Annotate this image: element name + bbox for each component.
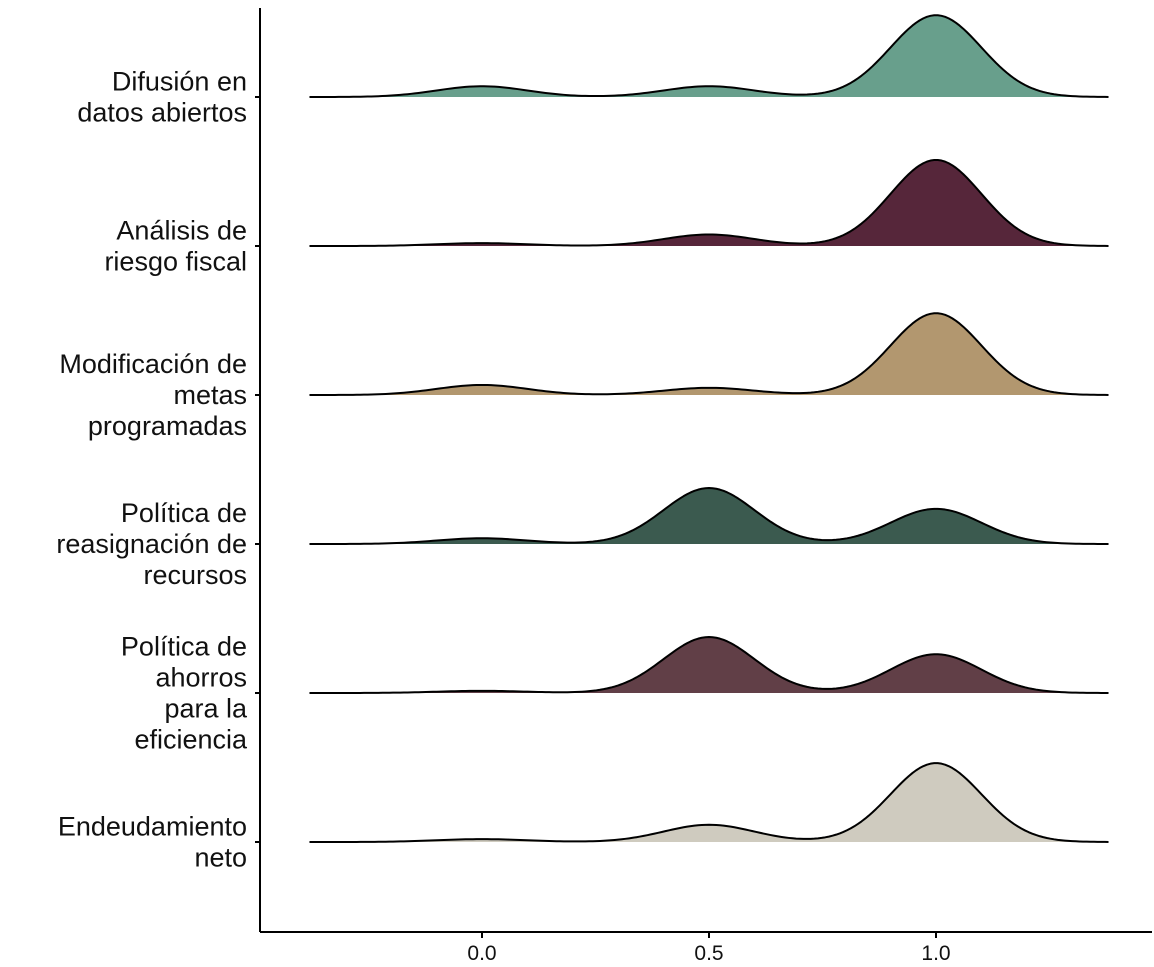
category-label-line: para la	[164, 694, 248, 724]
category-label-line: Análisis de	[116, 216, 247, 246]
category-label: Endeudamiento neto	[58, 812, 247, 873]
category-label-line: Difusión en	[112, 67, 247, 97]
ridges-layer	[309, 14, 1109, 843]
category-label-line: programadas	[88, 411, 247, 441]
ridge-fill-3	[309, 488, 1109, 544]
category-label-line: Política de	[121, 498, 247, 528]
category-label: Difusión en datos abiertos	[77, 67, 247, 128]
ridge-fill-1	[309, 160, 1109, 246]
category-label-line: reasignación de	[56, 529, 247, 559]
category-label: Política de ahorros para la eficiencia	[121, 632, 248, 755]
ridge-outline-3	[309, 487, 1109, 545]
x-tick-label: 1.0	[921, 942, 950, 965]
x-tick-label: 0.5	[694, 942, 723, 965]
ridge-fill-0	[309, 15, 1109, 97]
ridge-outline-5	[309, 762, 1109, 843]
ridge-outline-1	[309, 159, 1109, 247]
ridge-fill-4	[309, 637, 1109, 693]
x-tick-label: 0.0	[467, 942, 496, 965]
category-label: Modificación de metas programadas	[59, 349, 247, 441]
category-label-line: eficiencia	[134, 725, 248, 755]
category-label-line: Política de	[121, 632, 247, 662]
category-label-line: recursos	[143, 560, 247, 590]
category-label-line: datos abiertos	[77, 98, 247, 128]
category-label-line: metas	[173, 380, 247, 410]
ridge-fill-2	[309, 313, 1109, 395]
ridge-outline-2	[309, 312, 1109, 396]
category-label-line: ahorros	[155, 663, 247, 693]
category-label: Análisis de riesgo fiscal	[104, 216, 247, 277]
ridge-fill-5	[309, 763, 1109, 842]
category-label-line: Endeudamiento	[58, 812, 247, 842]
category-label-line: neto	[194, 843, 247, 873]
category-label: Política de reasignación de recursos	[56, 498, 247, 590]
category-label-line: riesgo fiscal	[104, 247, 247, 277]
ridge-outline-0	[309, 14, 1109, 98]
category-label-line: Modificación de	[59, 349, 247, 379]
axes: 0.0 0.5 1.0	[255, 8, 1152, 965]
ridge-outline-4	[309, 636, 1109, 694]
category-labels: Difusión en datos abiertos Análisis de ries…	[56, 67, 248, 873]
